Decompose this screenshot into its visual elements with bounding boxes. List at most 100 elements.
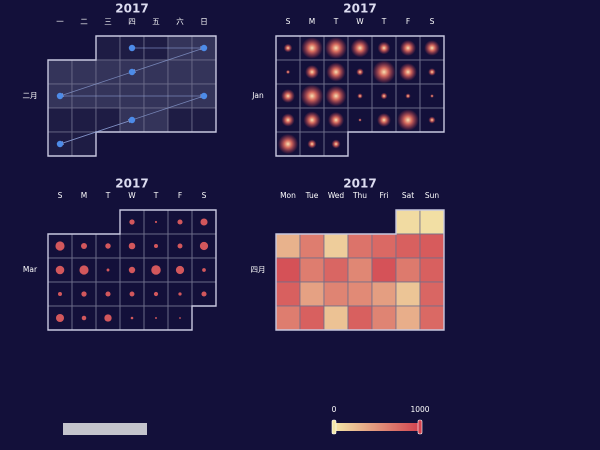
graph-node [128,68,136,76]
scatter-point [81,291,87,297]
scatter-point [104,314,112,322]
scatter-point [129,291,135,297]
month-label: 二月 [23,91,38,100]
day-cell [371,257,397,283]
day-of-week-label: 一 [56,17,64,26]
day-cell [143,59,169,85]
scatter-point [200,218,208,226]
day-of-week-label: M [81,191,87,200]
scatter-point [55,313,65,323]
month-label: 四月 [251,265,266,274]
scatter-point [79,265,89,275]
visual-map-handle-max [417,419,423,435]
day-cell [395,281,421,307]
day-of-week-label: F [406,17,410,26]
day-cell [395,257,421,283]
chart-title: 2017 [115,177,148,191]
scatter-point [106,268,110,272]
scatter-point [327,111,345,129]
day-cell [371,305,397,331]
scatter-point [178,292,182,296]
day-cell [47,131,73,157]
graph-node [128,44,136,52]
scatter-point [281,113,295,127]
day-of-week-label: T [381,17,387,26]
day-of-week-label: Sat [402,191,414,200]
day-cell [71,131,97,157]
visual-map-max-label: 1000 [410,405,429,414]
day-cell [371,281,397,307]
visual-map-handle-min [331,419,337,435]
scatter-point [55,265,65,275]
scatter-point [202,268,206,272]
day-cell [347,305,373,331]
scatter-point [153,291,159,297]
day-cell [275,233,301,259]
scatter-point [201,291,207,297]
day-of-week-label: Wed [328,191,345,200]
scatter-point [305,65,319,79]
day-of-week-label: W [356,17,364,26]
day-cell [143,107,169,133]
scatter-point [105,243,111,249]
scatter-calendar-chart-mar: 2017 S M T W T F S Mar [23,177,217,331]
day-cell [371,233,397,259]
scatter-point [177,219,183,225]
day-cell [419,281,445,307]
day-cell [299,257,325,283]
graph-link [59,71,133,97]
scatter-point [399,39,417,57]
graph-link [59,119,133,145]
day-of-week-label: S [58,191,63,200]
day-cell [395,209,421,235]
visual-map[interactable]: 0 1000 [331,405,430,435]
chart-title: 2017 [115,2,148,16]
day-of-week-label: T [105,191,111,200]
day-of-week-label: Mon [280,191,296,200]
scatter-point [128,242,136,250]
scatter-point [399,63,417,81]
day-cell [191,59,217,85]
day-cell [419,305,445,331]
scatter-point [281,89,295,103]
scatter-point [283,43,293,53]
scatter-point [285,69,291,75]
day-of-week-label: S [202,191,207,200]
day-cell [95,59,121,85]
month-label: Mar [23,265,38,274]
scatter-point [155,317,157,319]
data-zoom-slider[interactable] [63,423,147,435]
day-cell [71,107,97,133]
month-label: Jan [251,91,264,100]
scatter-point [300,84,324,108]
visual-map-min-label: 0 [332,405,337,414]
day-of-week-label: T [333,17,339,26]
graph-node [56,140,64,148]
scatter-point [405,93,411,99]
day-cell [71,59,97,85]
scatter-point [301,37,323,59]
day-cell [419,209,445,235]
scatter-point [397,109,419,131]
scatter-point [357,93,363,99]
scatter-point [151,265,161,275]
graph-node [200,92,208,100]
scatter-point [377,41,391,55]
day-of-week-label: Fri [380,191,389,200]
day-of-week-label: 五 [152,17,160,26]
day-cell [395,305,421,331]
month-outline [47,209,217,331]
scatter-point [326,62,346,82]
day-cell [299,233,325,259]
month-outline [47,35,217,157]
scatter-point [428,116,436,124]
scatter-calendar-chart-jan: 2017 S M T W T F S Jan [251,2,445,157]
day-of-week-label: Sun [425,191,440,200]
day-of-week-label: 日 [200,17,208,26]
day-of-week-label: 六 [176,16,184,26]
day-cell [299,281,325,307]
day-cell [323,233,349,259]
scatter-point [128,266,136,274]
graph-link [131,47,205,73]
